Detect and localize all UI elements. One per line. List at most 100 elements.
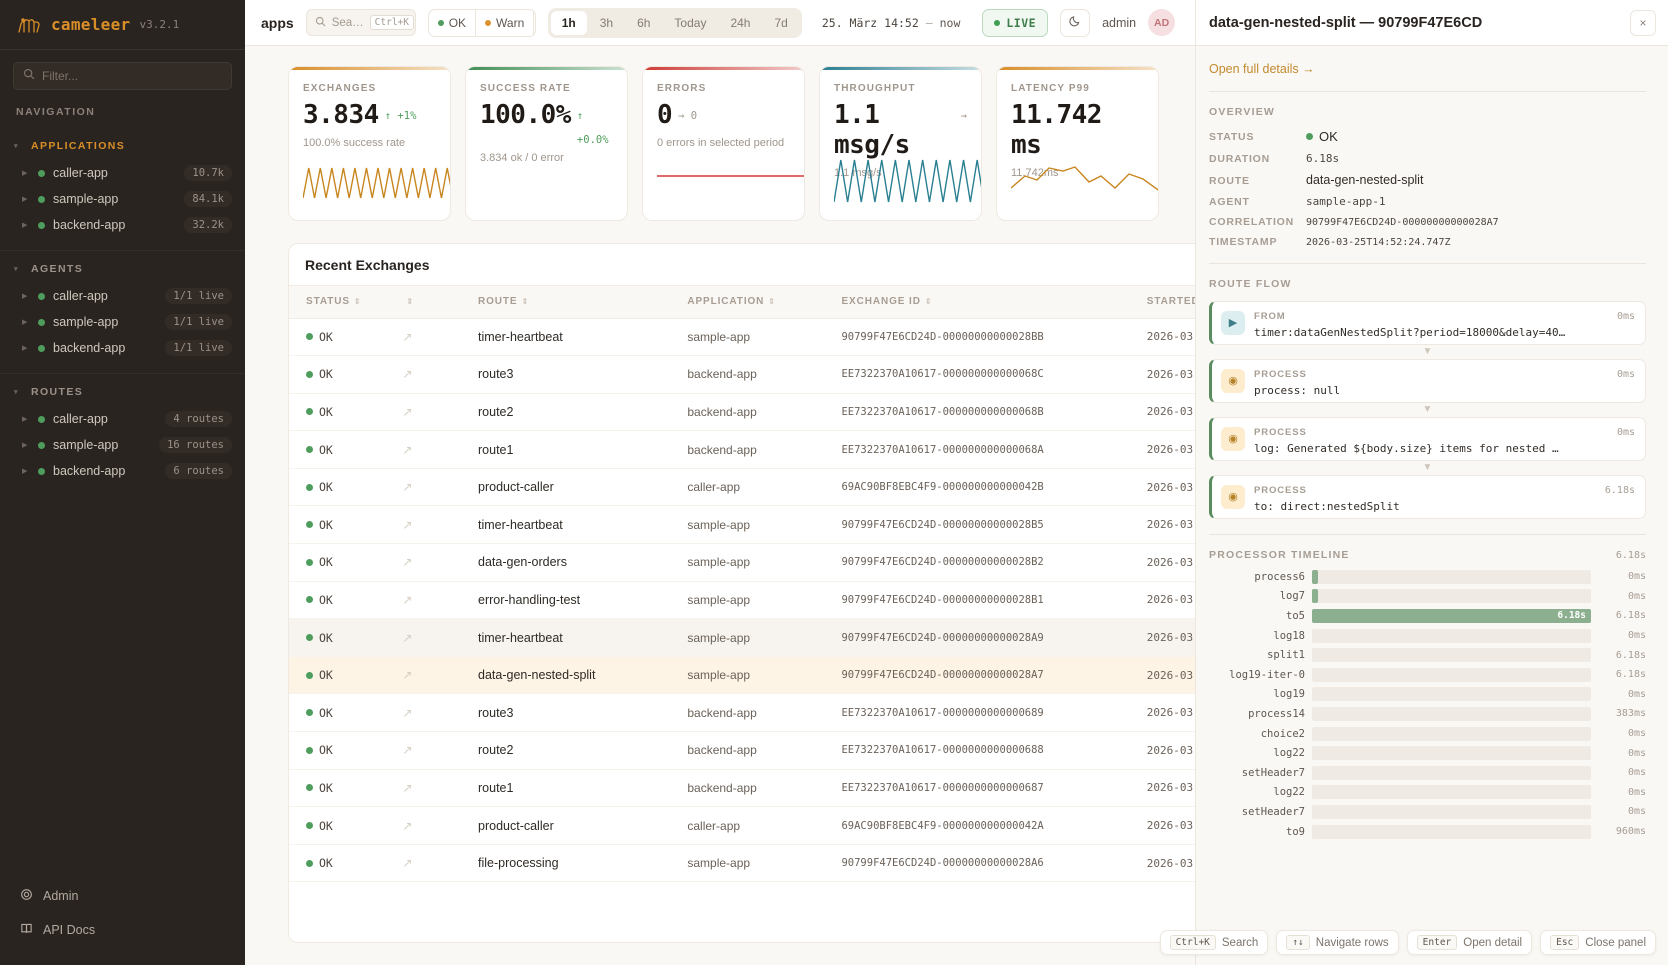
cell-open-icon[interactable]: ↗ — [402, 468, 478, 506]
column-header-exchange-id[interactable]: EXCHANGE ID ⇕ — [841, 286, 1147, 319]
sidebar-filter-box[interactable] — [13, 62, 232, 90]
timeline-row: process14 383ms — [1209, 704, 1646, 724]
time-range-7d[interactable]: 7d — [774, 15, 788, 30]
hint-key: Ctrl+K — [1169, 935, 1216, 950]
sidebar-filter-input[interactable] — [42, 69, 222, 83]
time-range-24h[interactable]: 24h — [730, 15, 751, 30]
cell-open-icon[interactable]: ↗ — [402, 581, 478, 619]
time-range-1h[interactable]: 1h — [550, 10, 587, 35]
status-filter-ok[interactable]: OK — [429, 9, 477, 36]
cell-application: backend-app — [687, 404, 757, 419]
group-header-applications[interactable]: ▾ APPLICATIONS — [0, 140, 245, 160]
sidebar-groups: ▾ APPLICATIONS ▶ caller-app 10.7k ▶ sample-app… — [0, 128, 245, 496]
time-range-3h[interactable]: 3h — [599, 15, 614, 30]
kpi-label: SUCCESS RATE — [480, 83, 571, 94]
column-header-route[interactable]: ROUTE ⇕ — [478, 286, 688, 319]
timeline-duration: 0ms — [1627, 806, 1646, 818]
cell-open-icon[interactable]: ↗ — [402, 619, 478, 657]
sidebar-item-agents-backend-app[interactable]: ▶ backend-app 1/1 live — [0, 335, 245, 361]
flow-kind: PROCESS — [1254, 369, 1307, 380]
global-search[interactable]: Sea… Ctrl+K — [305, 9, 416, 36]
timeline-header: PROCESSOR TIMELINE 6.18s — [1209, 549, 1646, 561]
route-flow-list: ▶ FROM timer:dataGenNestedSplit?period=180… — [1209, 301, 1646, 519]
cell-application: sample-app — [687, 329, 751, 344]
sidebar-item-routes-backend-app[interactable]: ▶ backend-app 6 routes — [0, 458, 245, 484]
flow-step[interactable]: ▶ FROM timer:dataGenNestedSplit?period=180… — [1209, 301, 1646, 345]
field-status: STATUS OK — [1209, 129, 1646, 144]
flow-step[interactable]: ◉ PROCESS process: null 0ms — [1209, 359, 1646, 403]
cell-open-icon[interactable]: ↗ — [402, 844, 478, 882]
sidebar-item-admin[interactable]: Admin — [0, 879, 245, 913]
sidebar-item-applications-caller-app[interactable]: ▶ caller-app 10.7k — [0, 160, 245, 186]
column-header-application[interactable]: APPLICATION ⇕ — [687, 286, 842, 319]
flow-step[interactable]: ◉ PROCESS log: Generated ${body.size} item… — [1209, 417, 1646, 461]
timeline-processor-name: process6 — [1254, 570, 1305, 583]
timeline-track — [1312, 667, 1591, 682]
chevron-right-icon: ▶ — [22, 468, 28, 475]
close-icon[interactable]: × — [1630, 9, 1656, 36]
kpi-card-success-rate: SUCCESS RATE 100.0% ↑ +0.0% 3.834 ok / 0 err… — [465, 66, 628, 221]
cell-open-icon[interactable]: ↗ — [402, 694, 478, 732]
open-external-icon: ↗ — [402, 856, 413, 871]
detail-panel: data-gen-nested-split — 90799F47E6CD × O… — [1195, 0, 1668, 965]
timeline-track — [1312, 746, 1591, 761]
sidebar-item-badge: 16 routes — [159, 437, 232, 453]
kpi-accent-bar — [289, 67, 450, 70]
cell-status: OK — [289, 506, 402, 544]
cell-open-icon[interactable]: ↗ — [402, 544, 478, 582]
group-header-agents[interactable]: ▾ AGENTS — [0, 263, 245, 283]
timeline-bar: 6.18s — [1312, 608, 1591, 623]
live-toggle[interactable]: LIVE — [982, 8, 1049, 37]
kpi-card-latency-p99: LATENCY P99 11.742 ms 11.742ms — [996, 66, 1159, 221]
status-filter-group[interactable]: OK Warn E — [427, 8, 536, 37]
kpi-label: THROUGHPUT — [834, 83, 916, 94]
status-filter-warn[interactable]: Warn — [476, 9, 535, 36]
theme-toggle-button[interactable] — [1060, 8, 1091, 37]
kpi-accent-bar — [820, 67, 981, 70]
flow-value: process: null — [1254, 384, 1341, 397]
play-icon: ▶ — [1221, 310, 1245, 335]
sidebar-item-agents-sample-app[interactable]: ▶ sample-app 1/1 live — [0, 309, 245, 335]
avatar-initials: AD — [1154, 16, 1170, 29]
cell-route: route1 — [478, 780, 514, 795]
sidebar-item-applications-backend-app[interactable]: ▶ backend-app 32.2k — [0, 212, 245, 238]
cell-open-icon[interactable]: ↗ — [402, 807, 478, 845]
status-filter-e[interactable]: E — [534, 10, 535, 36]
sidebar-item-applications-sample-app[interactable]: ▶ sample-app 84.1k — [0, 186, 245, 212]
cell-open-icon[interactable]: ↗ — [402, 431, 478, 469]
cell-application: caller-app — [687, 818, 741, 833]
time-range-6h[interactable]: 6h — [637, 15, 651, 30]
hint-key: ↑↓ — [1286, 935, 1310, 950]
time-range-group[interactable]: 1h 3h 6h Today 24h 7d — [547, 7, 802, 38]
column-header-status[interactable]: STATUS ⇕ — [289, 286, 403, 319]
cell-open-icon[interactable]: ↗ — [402, 732, 478, 770]
status-label: OK — [319, 705, 333, 720]
kpi-main: 3.834 ↑ +1% — [303, 100, 436, 131]
cell-open-icon[interactable]: ↗ — [402, 393, 478, 431]
cell-open-icon[interactable]: ↗ — [402, 356, 478, 394]
timeline-duration: 0ms — [1627, 728, 1646, 740]
sidebar-item-routes-sample-app[interactable]: ▶ sample-app 16 routes — [0, 432, 245, 458]
cell-open-icon[interactable]: ↗ — [402, 318, 478, 356]
cell-open-icon[interactable]: ↗ — [402, 506, 478, 544]
timeline-row: to9 960ms — [1209, 822, 1646, 842]
time-range-today[interactable]: Today — [674, 15, 707, 30]
field-value: 2026-03-25T14:52:24.747Z — [1306, 237, 1451, 248]
cell-open-icon[interactable]: ↗ — [402, 656, 478, 694]
sidebar-item-routes-caller-app[interactable]: ▶ caller-app 4 routes — [0, 406, 245, 432]
sidebar-item-agents-caller-app[interactable]: ▶ caller-app 1/1 live — [0, 283, 245, 309]
kpi-card-throughput: THROUGHPUT 1.1 msg/s → 1.1 msg/s — [819, 66, 982, 221]
column-header-icon[interactable]: ⇕ — [402, 286, 478, 319]
sidebar-item-badge: 4 routes — [165, 411, 232, 427]
open-full-details-link[interactable]: Open full details → — [1209, 62, 1315, 76]
cell-open-icon[interactable]: ↗ — [402, 769, 478, 807]
status-dot-icon — [38, 467, 45, 475]
group-header-routes[interactable]: ▾ ROUTES — [0, 386, 245, 406]
cell-exchange-id: 90799F47E6CD24D-00000000000028BB — [841, 330, 1044, 343]
flow-step[interactable]: ◉ PROCESS to: direct:nestedSplit 6.18s — [1209, 475, 1646, 519]
avatar[interactable]: AD — [1148, 9, 1176, 36]
status-label: OK — [319, 780, 333, 795]
status-label: OK — [319, 555, 333, 570]
sidebar-item-api-docs[interactable]: API Docs — [0, 913, 245, 947]
search-icon — [315, 14, 326, 32]
